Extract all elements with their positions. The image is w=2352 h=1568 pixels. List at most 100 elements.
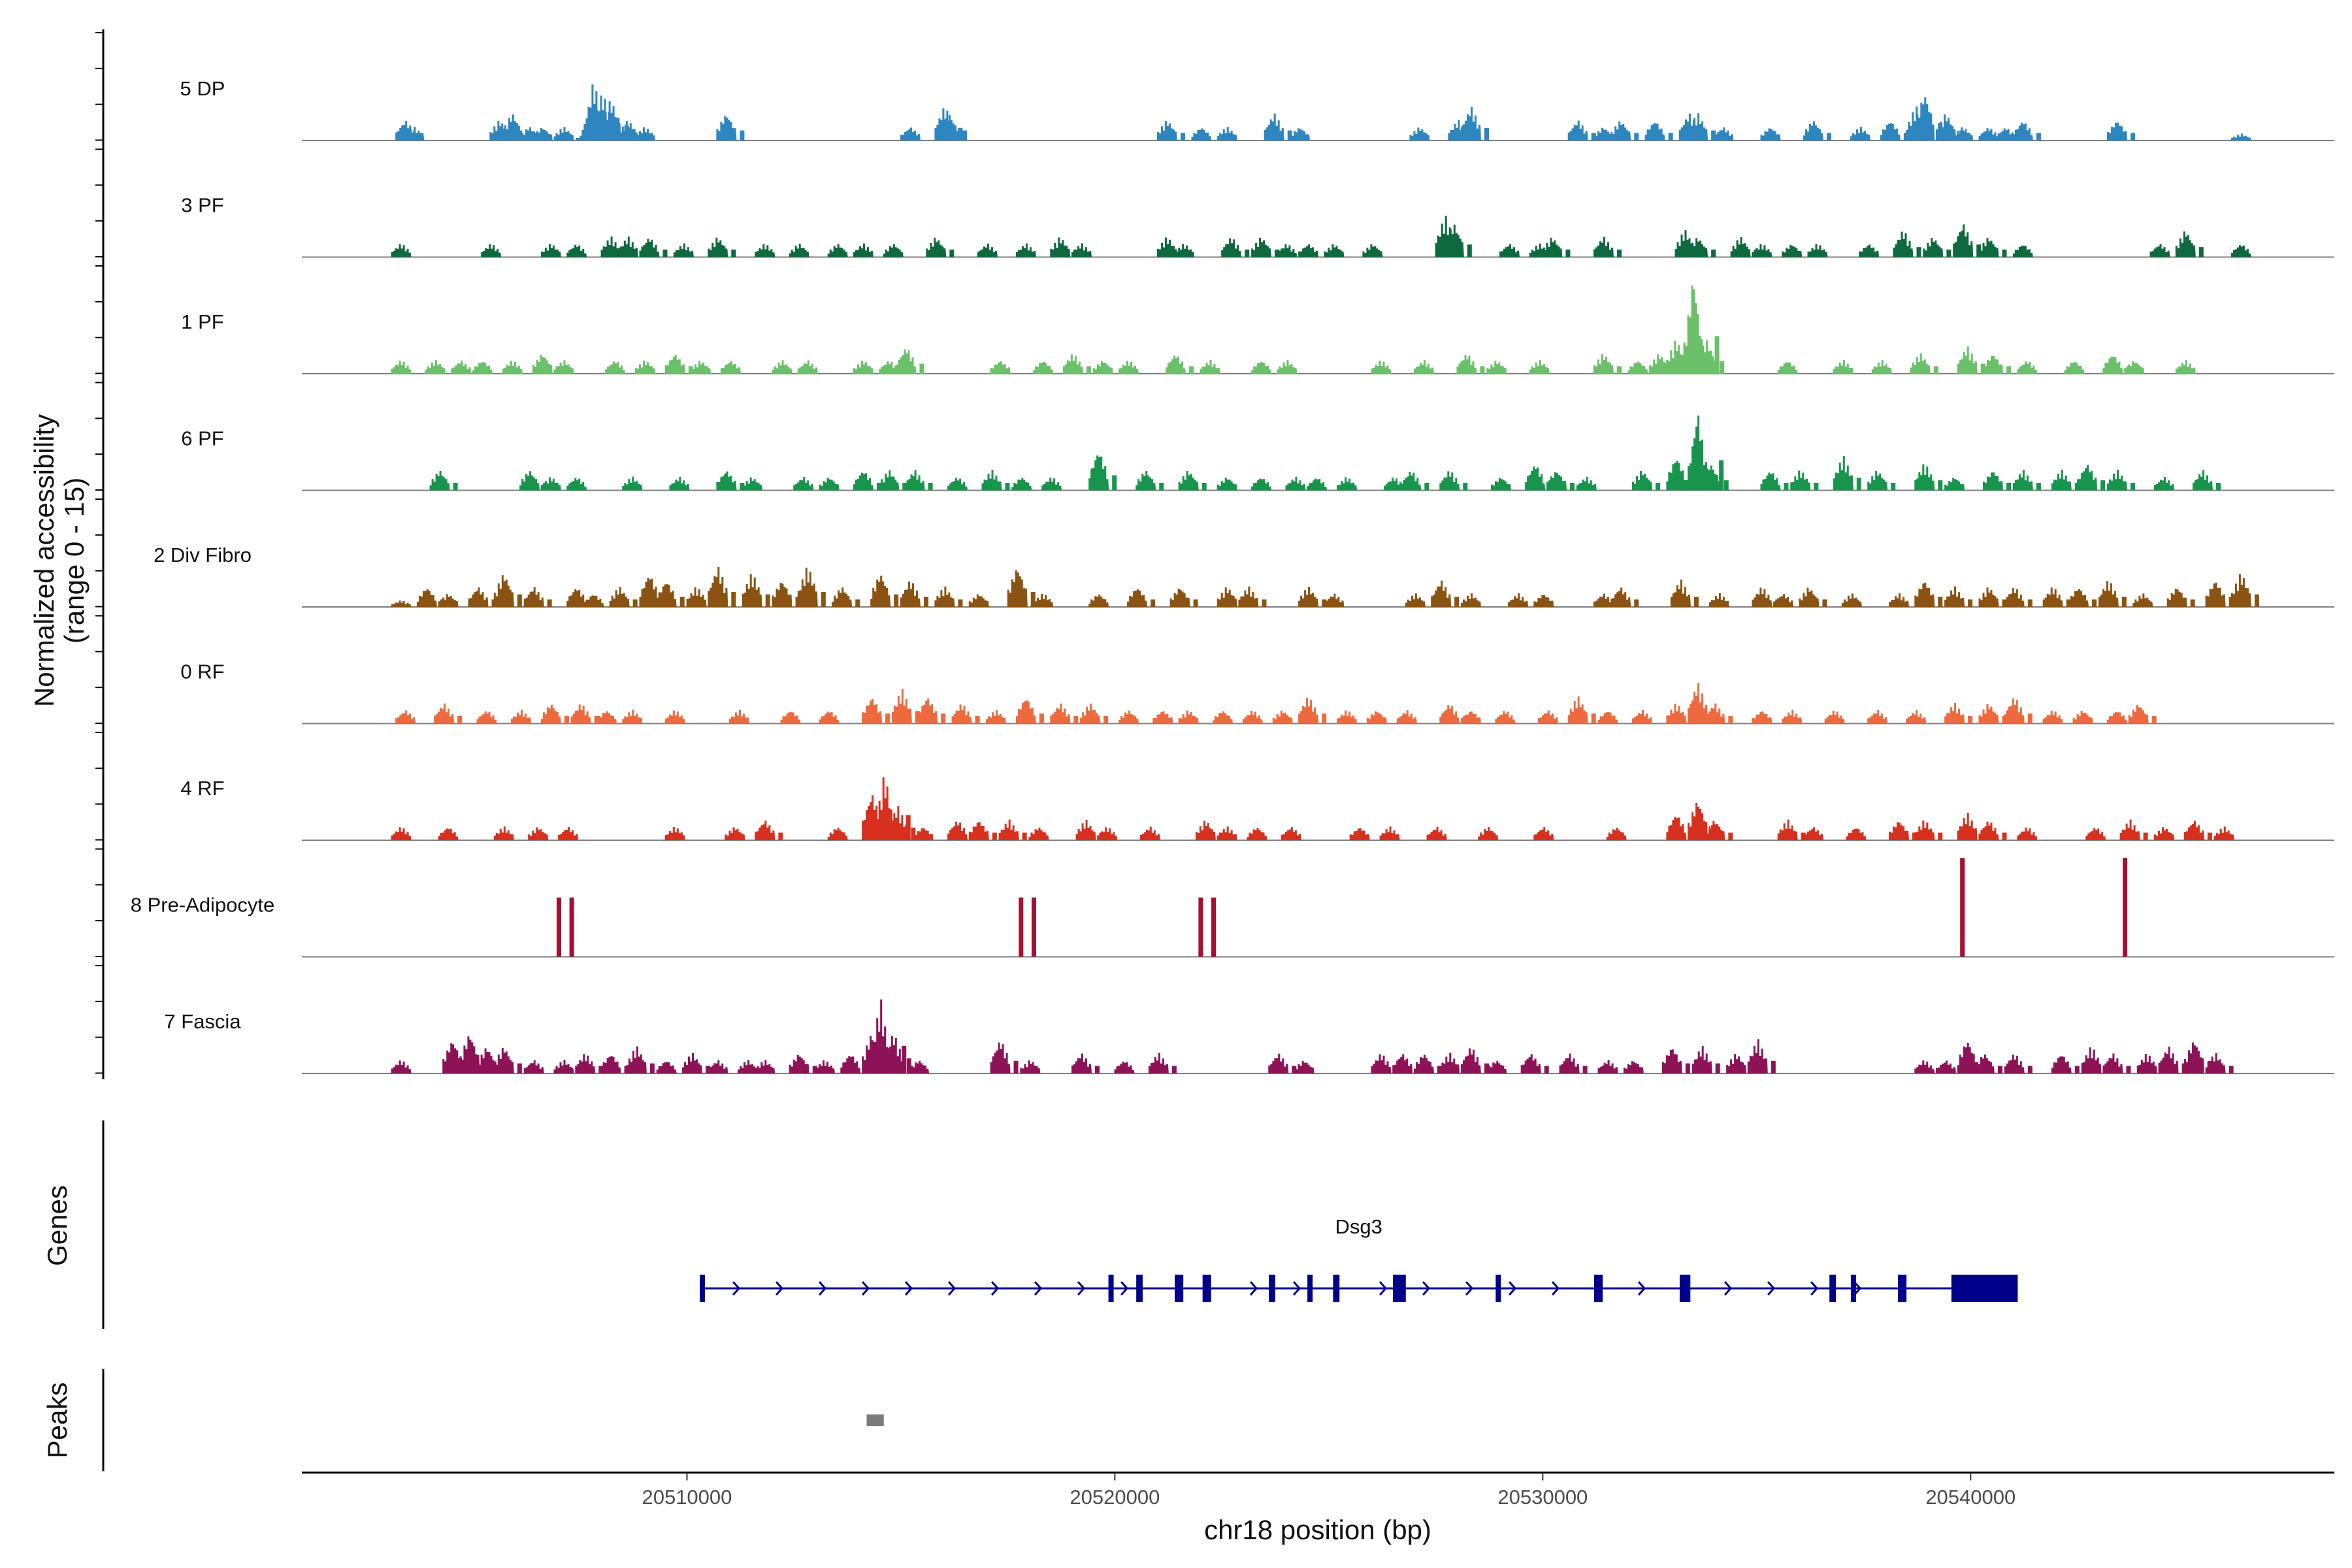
gene-track-title: Genes <box>42 1185 73 1266</box>
coverage-peak-satellite <box>1685 1063 1690 1073</box>
coverage-peak <box>891 689 912 724</box>
coverage-peak <box>1670 580 1691 607</box>
coverage-peak <box>1362 244 1383 257</box>
coverage-peak <box>968 822 989 840</box>
coverage-peak <box>1281 827 1301 840</box>
coverage-peak <box>1366 711 1387 724</box>
coverage-peak-satellite <box>1159 482 1164 491</box>
coverage-peak-satellite <box>2006 482 2012 491</box>
coverage-peak <box>2158 1047 2179 1073</box>
coverage-peak <box>523 587 544 607</box>
coverage-peak-satellite <box>1814 482 1819 491</box>
coverage-peak-satellite <box>2143 832 2148 840</box>
coverage-peak <box>913 828 934 840</box>
coverage-peak-satellite <box>1262 599 1267 607</box>
coverage-peak-satellite <box>2229 1066 2234 1073</box>
coverage-peak-satellite <box>958 127 963 140</box>
coverage-peak-satellite <box>1022 832 1027 840</box>
coverage-peak <box>1957 346 1978 374</box>
coverage-peak <box>691 361 711 374</box>
track-2-div-fibro: 2 Div Fibro <box>154 544 2334 608</box>
coverage-peak <box>391 1060 412 1073</box>
coverage-peak <box>926 237 947 257</box>
x-axis-tick-label: 20510000 <box>642 1486 732 1509</box>
gene-strand-arrow <box>1120 1281 1129 1296</box>
coverage-peak <box>1782 710 1803 724</box>
coverage-peak <box>1953 127 1974 140</box>
gene-exon <box>1897 1275 1907 1302</box>
coverage-peak <box>1995 128 2016 140</box>
coverage-peak <box>553 127 574 140</box>
coverage-peak-satellite <box>2027 599 2033 607</box>
coverage-peak <box>1439 705 1460 724</box>
coverage-peak-satellite <box>1471 133 1477 140</box>
coverage-peak <box>1337 477 1358 491</box>
coverage-peak <box>2017 827 2038 840</box>
coverage-peak-satellite <box>1938 480 1943 491</box>
coverage-peak-satellite <box>949 249 955 257</box>
coverage-peak <box>1773 594 1794 607</box>
coverage-peak <box>1217 587 1237 607</box>
coverage-peak <box>1833 360 1854 374</box>
coverage-peak <box>558 826 579 840</box>
coverage-peak <box>1627 361 1648 374</box>
coverage-peak <box>2124 361 2145 374</box>
coverage-peak-satellite <box>679 596 685 607</box>
coverage-peak <box>780 712 801 724</box>
coverage-peak <box>1610 121 1631 140</box>
coverage-peak <box>738 1060 759 1073</box>
coverage-peak <box>1708 593 1729 607</box>
gene-exon <box>1333 1275 1340 1302</box>
coverage-peak <box>617 237 638 257</box>
coverage-peak-satellite <box>2100 480 2106 491</box>
coverage-peak <box>1824 710 1845 724</box>
gene-exon <box>1829 1275 1836 1302</box>
coverage-peak-satellite <box>975 715 980 724</box>
coverage-peak-satellite <box>1655 482 1660 491</box>
coverage-peak <box>2085 828 2106 840</box>
y-axis-title: Normalized accessibility <box>29 414 59 707</box>
coverage-peak <box>1461 711 1481 724</box>
coverage-peak-satellite <box>1856 478 1861 491</box>
coverage-peak <box>1936 1060 1956 1073</box>
gene-exon <box>700 1275 706 1302</box>
gene-strand-arrow <box>1465 1281 1474 1296</box>
peak-track: Peaks <box>42 1369 884 1471</box>
coverage-peak <box>2205 1053 2226 1073</box>
coverage-peak <box>609 587 630 607</box>
coverage-peak <box>1349 828 1370 840</box>
gene-strand-arrow <box>1551 1281 1560 1296</box>
coverage-peak-satellite <box>1005 482 1010 491</box>
track-label: 2 Div Fibro <box>154 544 252 566</box>
coverage-peak <box>2154 477 2174 491</box>
coverage-peak <box>528 827 549 840</box>
coverage-peak <box>832 587 853 607</box>
coverage-peak-satellite <box>1591 713 1596 724</box>
coverage-peak <box>900 127 921 140</box>
coverage-peak <box>2213 826 2234 840</box>
coverage-peak <box>566 589 587 607</box>
coverage-peak-satellite <box>1454 596 1460 607</box>
gene-strand-arrow <box>947 1281 956 1296</box>
coverage-peak <box>1953 224 1974 257</box>
coverage-peak <box>459 1036 480 1073</box>
coverage-peak <box>1307 478 1328 491</box>
accessibility-y-axis <box>95 29 105 1079</box>
gene-strand-arrow <box>1422 1281 1431 1296</box>
gene-strand-arrow <box>732 1281 741 1296</box>
coverage-peak <box>998 819 1019 840</box>
coverage-peak <box>1850 127 1870 140</box>
track-7-fascia: 7 Fascia <box>164 999 2334 1074</box>
coverage-peak-satellite <box>1938 596 1943 607</box>
coverage-peak <box>1923 238 1944 257</box>
coverage-peak <box>981 470 1002 491</box>
coverage-peak <box>532 355 553 374</box>
coverage-peak-satellite <box>894 594 899 607</box>
coverage-peak <box>1790 470 1811 491</box>
track-label: 7 Fascia <box>164 1010 241 1033</box>
coverage-peak <box>2128 704 2149 724</box>
coverage-peak <box>429 471 450 491</box>
coverage-peak <box>605 361 626 374</box>
coverage-peak-satellite <box>1189 366 1194 374</box>
coverage-peak <box>1713 127 1734 140</box>
